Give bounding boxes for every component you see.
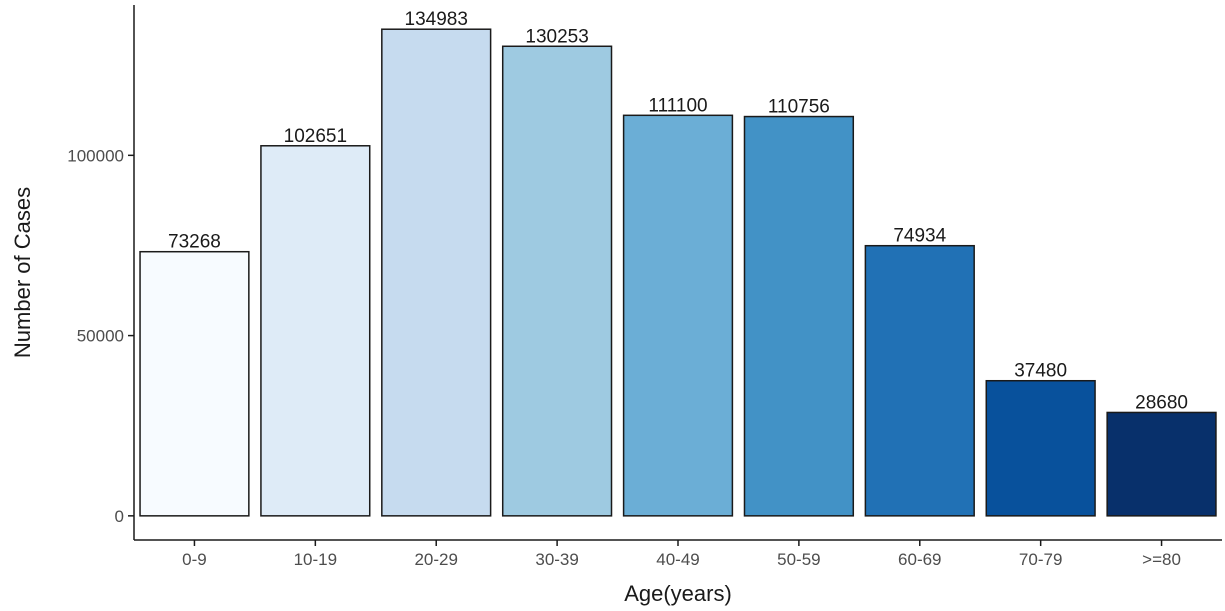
data-label: 73268 (168, 232, 221, 253)
bar-10-19 (260, 145, 371, 517)
data-label: 130253 (525, 26, 588, 47)
bar-40-49 (622, 114, 734, 517)
x-tick-label: 60-69 (898, 550, 941, 569)
data-label: 110756 (768, 97, 830, 118)
data-label: 111100 (648, 95, 707, 116)
x-tick-label: 70-79 (1019, 550, 1062, 569)
y-tick-label: 0 (115, 507, 124, 526)
data-label: 102651 (284, 126, 347, 147)
x-tick-label: >=80 (1142, 550, 1181, 569)
x-tick-label: 30-39 (535, 550, 578, 569)
y-ticks-layer: 0 50000 100000 (67, 146, 134, 526)
bars-layer (139, 28, 1217, 517)
bar-30-39 (501, 45, 613, 517)
x-tick-label: 10-19 (294, 550, 337, 569)
x-ticks-layer: 0-9 10-19 20-29 30-39 40-49 50-59 60-69 70-79 >=… (182, 540, 1181, 569)
bar-70-79 (985, 379, 1096, 517)
x-tick-label: 50-59 (777, 550, 820, 569)
bar-20-29 (381, 28, 492, 517)
data-label: 74934 (893, 226, 946, 247)
x-tick-label: 0-9 (182, 550, 207, 569)
data-labels-layer: 73268 102651 134983 130253 111100 110756 74934… (168, 9, 1188, 413)
x-axis-title: Age(years) (624, 581, 732, 606)
x-tick-label: 20-29 (414, 550, 457, 569)
y-tick-label: 100000 (67, 146, 124, 165)
data-label: 37480 (1014, 361, 1067, 382)
bar-50-59 (743, 115, 855, 517)
x-tick-label: 40-49 (656, 550, 699, 569)
y-tick-label: 50000 (77, 327, 124, 346)
data-label: 28680 (1135, 392, 1188, 413)
y-axis-title: Number of Cases (10, 187, 35, 358)
bar--80 (1106, 411, 1217, 517)
bar-60-69 (864, 244, 975, 517)
bar-0-9 (139, 250, 250, 517)
data-label: 134983 (405, 9, 468, 30)
